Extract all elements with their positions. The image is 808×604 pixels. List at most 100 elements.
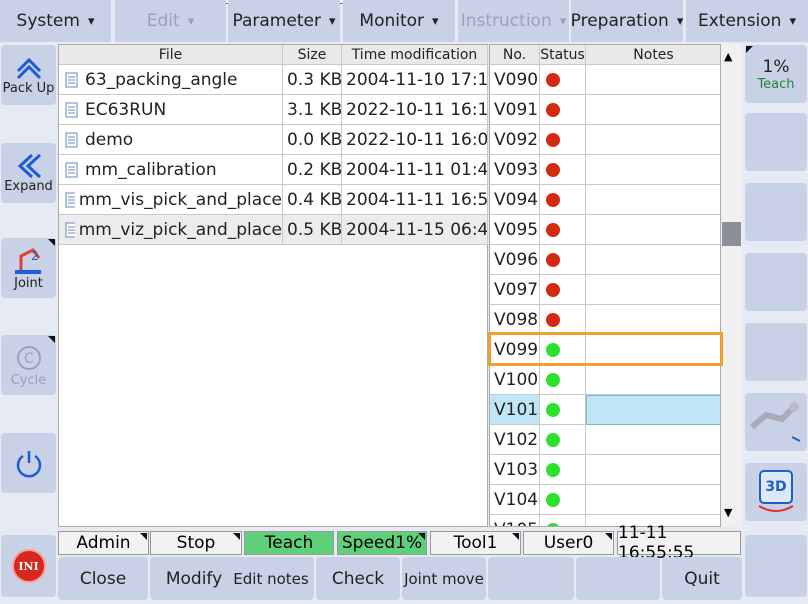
file-cell[interactable]: mm_viz_pick_and_place xyxy=(59,215,283,245)
menu-button[interactable]: Monitor ▾ xyxy=(343,0,455,42)
file-cell: 0.2 KB xyxy=(283,155,342,185)
cell-text: 0.5 KB xyxy=(287,219,342,240)
status-cell[interactable]: Speed1% xyxy=(337,531,427,555)
var-no[interactable]: V103 xyxy=(490,455,540,485)
right-button[interactable] xyxy=(745,323,807,381)
var-no[interactable]: V099 xyxy=(490,335,540,365)
var-no[interactable]: V104 xyxy=(490,485,540,515)
file-cell: 0.3 KB xyxy=(283,65,342,95)
side-button-label: Expand xyxy=(4,178,53,194)
ini-button[interactable]: INI xyxy=(1,535,56,597)
var-no[interactable]: V094 xyxy=(490,185,540,215)
right-button[interactable] xyxy=(745,113,807,171)
var-notes[interactable] xyxy=(586,185,720,215)
status-cell[interactable]: Stop xyxy=(150,531,242,555)
var-status xyxy=(540,455,586,485)
mode: Teach xyxy=(757,76,795,92)
status-cell[interactable]: Teach xyxy=(244,531,334,555)
file-cell: 0.4 KB xyxy=(283,185,342,215)
file-cell[interactable]: 63_packing_angle xyxy=(59,65,283,95)
cell-text: 3.1 KB xyxy=(287,99,342,120)
var-notes[interactable] xyxy=(586,395,720,425)
right-button[interactable]: 3D xyxy=(745,463,807,521)
var-no[interactable]: V093 xyxy=(490,155,540,185)
file-cell[interactable]: EC63RUN xyxy=(59,95,283,125)
menu-button[interactable]: Instruction ▾ xyxy=(458,0,569,42)
svg-text:C: C xyxy=(24,351,34,367)
var-status xyxy=(540,425,586,455)
bottom-button[interactable]: Edit notes xyxy=(228,557,314,600)
var-notes[interactable] xyxy=(586,155,720,185)
right-button[interactable]: 1% Teach xyxy=(745,45,807,103)
var-notes[interactable] xyxy=(586,95,720,125)
menu-button[interactable]: System ▾ xyxy=(0,0,111,42)
file-table: File Size Time modification 63_packing_angl… xyxy=(58,44,488,527)
var-notes[interactable] xyxy=(586,455,720,485)
file-cell[interactable]: demo xyxy=(59,125,283,155)
right-button[interactable] xyxy=(745,253,807,311)
var-notes[interactable] xyxy=(586,335,720,365)
bottom-button[interactable]: Close xyxy=(58,557,148,600)
bottom-button[interactable]: Modify xyxy=(150,557,238,600)
var-notes[interactable] xyxy=(586,65,720,95)
side-button[interactable]: Expand xyxy=(1,143,56,203)
menu-button[interactable]: Edit ▾ xyxy=(115,0,226,42)
var-notes[interactable] xyxy=(586,485,720,515)
var-no[interactable]: V101 xyxy=(490,395,540,425)
side-button[interactable]: C Cycle xyxy=(1,335,56,395)
var-no[interactable]: V100 xyxy=(490,365,540,395)
var-no[interactable]: V092 xyxy=(490,125,540,155)
side-button[interactable]: 2 Joint xyxy=(1,238,56,298)
status-dot xyxy=(546,492,560,507)
var-status xyxy=(540,365,586,395)
side-button[interactable]: Pack Up xyxy=(1,45,56,105)
var-notes[interactable] xyxy=(586,215,720,245)
bottom-button[interactable]: Joint move xyxy=(402,557,486,600)
right-button[interactable] xyxy=(745,535,807,597)
bottom-button[interactable]: Check xyxy=(316,557,400,600)
status-dot xyxy=(546,312,560,327)
status-cell[interactable]: User0 xyxy=(523,531,614,555)
file-cell[interactable]: mm_vis_pick_and_place xyxy=(59,185,283,215)
cell-text: 2004-11-11 16:51 xyxy=(346,189,488,210)
var-no[interactable]: V095 xyxy=(490,215,540,245)
var-no[interactable]: V098 xyxy=(490,305,540,335)
var-notes[interactable] xyxy=(586,425,720,455)
var-no[interactable]: V090 xyxy=(490,65,540,95)
file-cell[interactable]: mm_calibration xyxy=(59,155,283,185)
var-notes[interactable] xyxy=(586,125,720,155)
bottom-button[interactable]: Quit xyxy=(662,557,742,600)
bottom-button[interactable] xyxy=(576,557,660,600)
var-no[interactable]: V091 xyxy=(490,95,540,125)
var-notes[interactable] xyxy=(586,515,720,526)
menu-button[interactable]: Parameter ▾ xyxy=(228,0,340,42)
status-cell[interactable]: Admin xyxy=(58,531,149,555)
cell-text: 63_packing_angle xyxy=(85,69,238,90)
var-notes[interactable] xyxy=(586,365,720,395)
cell-text: 2022-10-11 16:17 xyxy=(346,99,488,120)
var-no[interactable]: V102 xyxy=(490,425,540,455)
var-no[interactable]: V105 xyxy=(490,515,540,526)
var-status xyxy=(540,305,586,335)
file-cell: 2004-11-11 16:51 xyxy=(342,185,488,215)
power-button[interactable] xyxy=(1,433,56,493)
status-cell[interactable]: Tool1 xyxy=(430,531,521,555)
var-no[interactable]: V096 xyxy=(490,245,540,275)
status-dot xyxy=(546,402,560,417)
scrollbar[interactable]: ▲ ▼ xyxy=(721,44,742,527)
right-button[interactable] xyxy=(745,183,807,241)
var-status xyxy=(540,215,586,245)
file-cell: 0.5 KB xyxy=(283,215,342,245)
bottom-button[interactable] xyxy=(488,557,574,600)
status-dot xyxy=(546,462,560,477)
var-notes[interactable] xyxy=(586,305,720,335)
file-cell: 2022-10-11 16:17 xyxy=(342,95,488,125)
var-no[interactable]: V097 xyxy=(490,275,540,305)
cell-text: 0.3 KB xyxy=(287,69,342,90)
menu-button[interactable]: Extension ▾ xyxy=(686,0,808,42)
right-button[interactable] xyxy=(745,393,807,451)
menu-button[interactable]: Preparation ▾ xyxy=(571,0,683,42)
file-cell: 2004-11-11 01:42 xyxy=(342,155,488,185)
var-notes[interactable] xyxy=(586,245,720,275)
var-notes[interactable] xyxy=(586,275,720,305)
